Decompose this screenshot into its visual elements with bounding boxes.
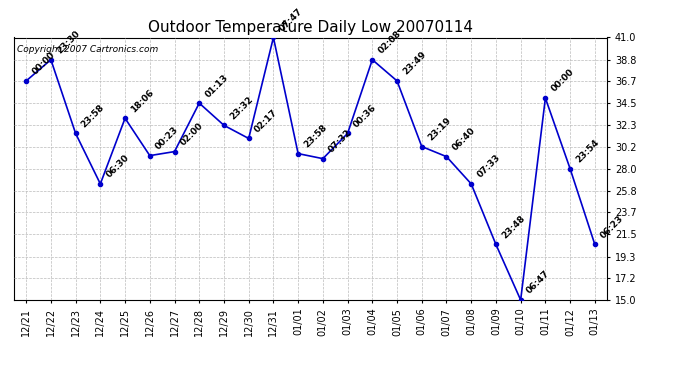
Text: 02:08: 02:08: [377, 29, 403, 56]
Text: 23:58: 23:58: [80, 103, 106, 129]
Text: 23:19: 23:19: [426, 116, 453, 142]
Text: 02:17: 02:17: [253, 108, 279, 134]
Text: 00:36: 00:36: [352, 103, 378, 129]
Text: 06:40: 06:40: [451, 126, 477, 153]
Text: 07:33: 07:33: [475, 153, 502, 180]
Text: 23:48: 23:48: [500, 214, 526, 240]
Text: 23:49: 23:49: [401, 50, 428, 77]
Text: 23:30: 23:30: [55, 29, 81, 56]
Text: 02:00: 02:00: [179, 121, 205, 147]
Text: 01:13: 01:13: [204, 72, 230, 99]
Title: Outdoor Temperature Daily Low 20070114: Outdoor Temperature Daily Low 20070114: [148, 20, 473, 35]
Text: Copyright 2007 Cartronics.com: Copyright 2007 Cartronics.com: [17, 45, 158, 54]
Text: 07:47: 07:47: [277, 6, 304, 33]
Text: 23:58: 23:58: [302, 123, 329, 150]
Text: 00:00: 00:00: [30, 51, 57, 77]
Text: 06:23: 06:23: [599, 214, 626, 240]
Text: 23:54: 23:54: [574, 138, 601, 165]
Text: 23:32: 23:32: [228, 94, 255, 121]
Text: 00:23: 00:23: [154, 125, 180, 152]
Text: 06:47: 06:47: [525, 269, 551, 296]
Text: 07:32: 07:32: [327, 128, 354, 154]
Text: 06:30: 06:30: [104, 153, 131, 180]
Text: 18:06: 18:06: [129, 88, 156, 114]
Text: 00:00: 00:00: [549, 68, 576, 94]
